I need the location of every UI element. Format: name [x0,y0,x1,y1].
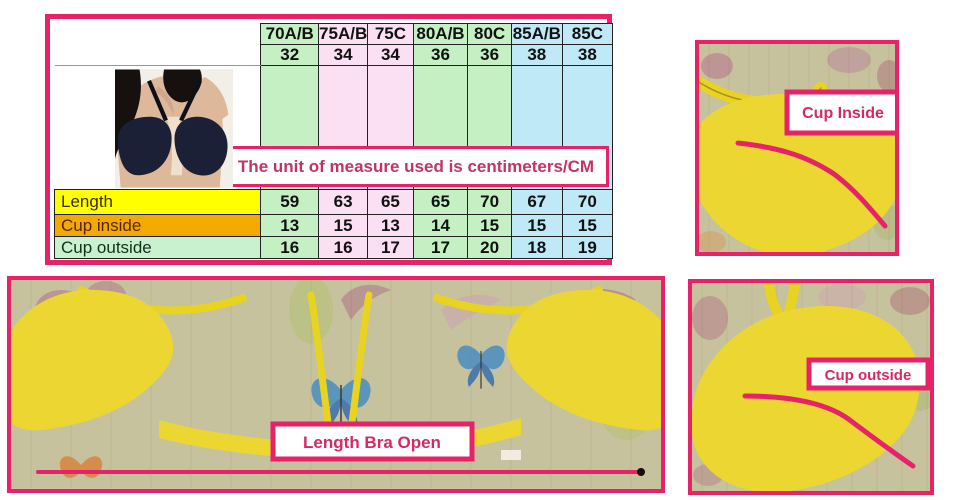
svg-text:Length Bra Open: Length Bra Open [303,433,441,452]
svg-text:Cup Inside: Cup Inside [802,105,884,122]
svg-text:Cup outside: Cup outside [825,367,912,384]
